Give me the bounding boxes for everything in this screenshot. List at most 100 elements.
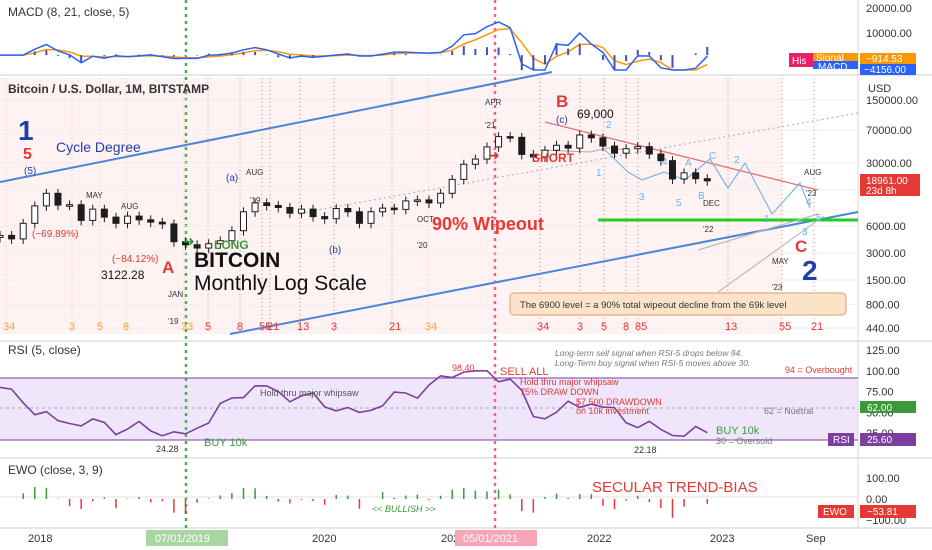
candle-body: [286, 206, 294, 214]
hold-left-label: Hold thru major whipsaw: [260, 388, 359, 398]
rsi-line: [0, 370, 708, 438]
candle-body: [553, 144, 561, 151]
candle-body: [425, 199, 433, 204]
currency-label: USD: [868, 83, 891, 95]
wave-5-label: 5: [23, 146, 32, 163]
may-23-label: MAY: [772, 257, 789, 266]
candle-body: [100, 208, 108, 218]
wave-blue-5: 5: [816, 213, 822, 224]
rsi-tick-label: 75.00: [866, 387, 894, 399]
fib-count: 8: [623, 321, 629, 333]
ewo-value-box: [860, 505, 916, 518]
wave-c-label: C: [795, 237, 807, 256]
candle-body: [506, 136, 514, 139]
price-tick-label: 30000.00: [866, 158, 912, 170]
low-price-label: 3122.28: [101, 268, 145, 282]
candle-body: [703, 178, 711, 182]
sell-all-label: SELL ALL: [500, 366, 549, 378]
candle-body: [0, 234, 4, 238]
drawdown-amount: $7,500 DRAWDOWN: [576, 397, 662, 407]
signal-tag: [813, 53, 858, 61]
candle-body: [89, 208, 97, 221]
candle-body: [147, 219, 155, 223]
candle-body: [471, 158, 479, 165]
candle-body: [483, 146, 491, 160]
candle-body: [216, 240, 224, 245]
wave-paren-c: (c): [556, 115, 568, 126]
wave-paren-5: (5): [24, 166, 36, 177]
price-candles: [0, 130, 711, 254]
candle-body: [367, 211, 375, 224]
candle-body: [228, 230, 236, 242]
candle-body: [135, 215, 143, 221]
apr-label: APR: [485, 98, 502, 107]
candle-body: [182, 241, 190, 246]
wave-small-5: 5: [676, 198, 682, 209]
y23-aug-label: '23: [806, 189, 817, 198]
price-tag: [860, 174, 920, 196]
ewo-histogram: [22, 487, 709, 518]
candle-body: [42, 192, 50, 207]
wave-small-2: 2: [606, 120, 612, 131]
y20-label: '20: [417, 241, 428, 250]
wave-small-3: 3: [639, 192, 645, 203]
rsi-value-box: [860, 433, 916, 446]
candle-body: [309, 208, 317, 218]
long-label: LONG: [214, 238, 249, 252]
candle-body: [576, 134, 584, 149]
candle-body: [263, 202, 271, 206]
pct-69: (−69.89%): [32, 229, 78, 240]
candle-body: [692, 172, 700, 180]
secular-label: SECULAR TREND-BIAS: [592, 479, 758, 496]
rsi-value: 25.60: [867, 435, 892, 446]
wave-blue-4: 4: [806, 197, 812, 208]
macd-value: −4156.00: [864, 65, 906, 76]
highlight-date-left: [146, 530, 228, 546]
dec-label: DEC: [703, 199, 720, 208]
candle-body: [332, 208, 340, 220]
candle-body: [379, 207, 387, 213]
fib-count: 8: [237, 321, 243, 333]
highlight-date-left-text: 07/01/2019: [155, 533, 210, 545]
monthly-log-label: Monthly Log Scale: [194, 272, 367, 295]
rsi-low-right: 22.18: [634, 445, 657, 455]
x-label-2020: 2020: [312, 533, 336, 545]
x-label-2022: 2022: [587, 533, 611, 545]
ewo-tag: [818, 505, 854, 518]
ewo-tick-label: 100.00: [866, 473, 900, 485]
cycle-degree-label: Cycle Degree: [56, 139, 141, 155]
rsi-note-2: Long-Term buy signal when RSI-5 moves ab…: [555, 358, 750, 368]
y22-label: '22: [703, 225, 714, 234]
candle-body: [529, 153, 537, 158]
macd-histogram: [33, 43, 709, 70]
wave-blue-a: A: [685, 158, 692, 169]
candle-body: [587, 134, 595, 139]
wave-paren-a: (a): [226, 173, 238, 184]
rsi-tick-label: 100.00: [866, 366, 900, 378]
candle-body: [251, 202, 259, 213]
candle-body: [541, 149, 549, 158]
fib-count: 34: [3, 321, 15, 333]
candle-body: [193, 244, 201, 249]
candle-body: [31, 205, 39, 224]
may-2018: MAY: [86, 191, 103, 200]
oct-label: OCT: [417, 215, 434, 224]
fib-count: 5: [97, 321, 103, 333]
signal-tag-text: Signal: [816, 53, 844, 64]
rsi-neutral-value-box: [860, 401, 916, 413]
rsi-tag-text: RSI: [833, 435, 850, 446]
fib-count: 34: [537, 321, 549, 333]
candle-body: [321, 216, 329, 220]
fib-count: 55: [259, 321, 271, 333]
candle-body: [413, 199, 421, 202]
candle-body: [66, 204, 74, 207]
price-tick-label: 3000.00: [866, 248, 906, 260]
price-tag-value: 18961.00: [866, 176, 908, 187]
macd-tick-label: 10000.00: [866, 28, 912, 40]
candle-body: [124, 215, 132, 224]
fib-count: 13: [725, 321, 737, 333]
drawdown-on: on 10k investment: [576, 406, 650, 416]
fib-count: 5: [601, 321, 607, 333]
candle-body: [170, 223, 178, 243]
candle-body: [657, 153, 665, 162]
